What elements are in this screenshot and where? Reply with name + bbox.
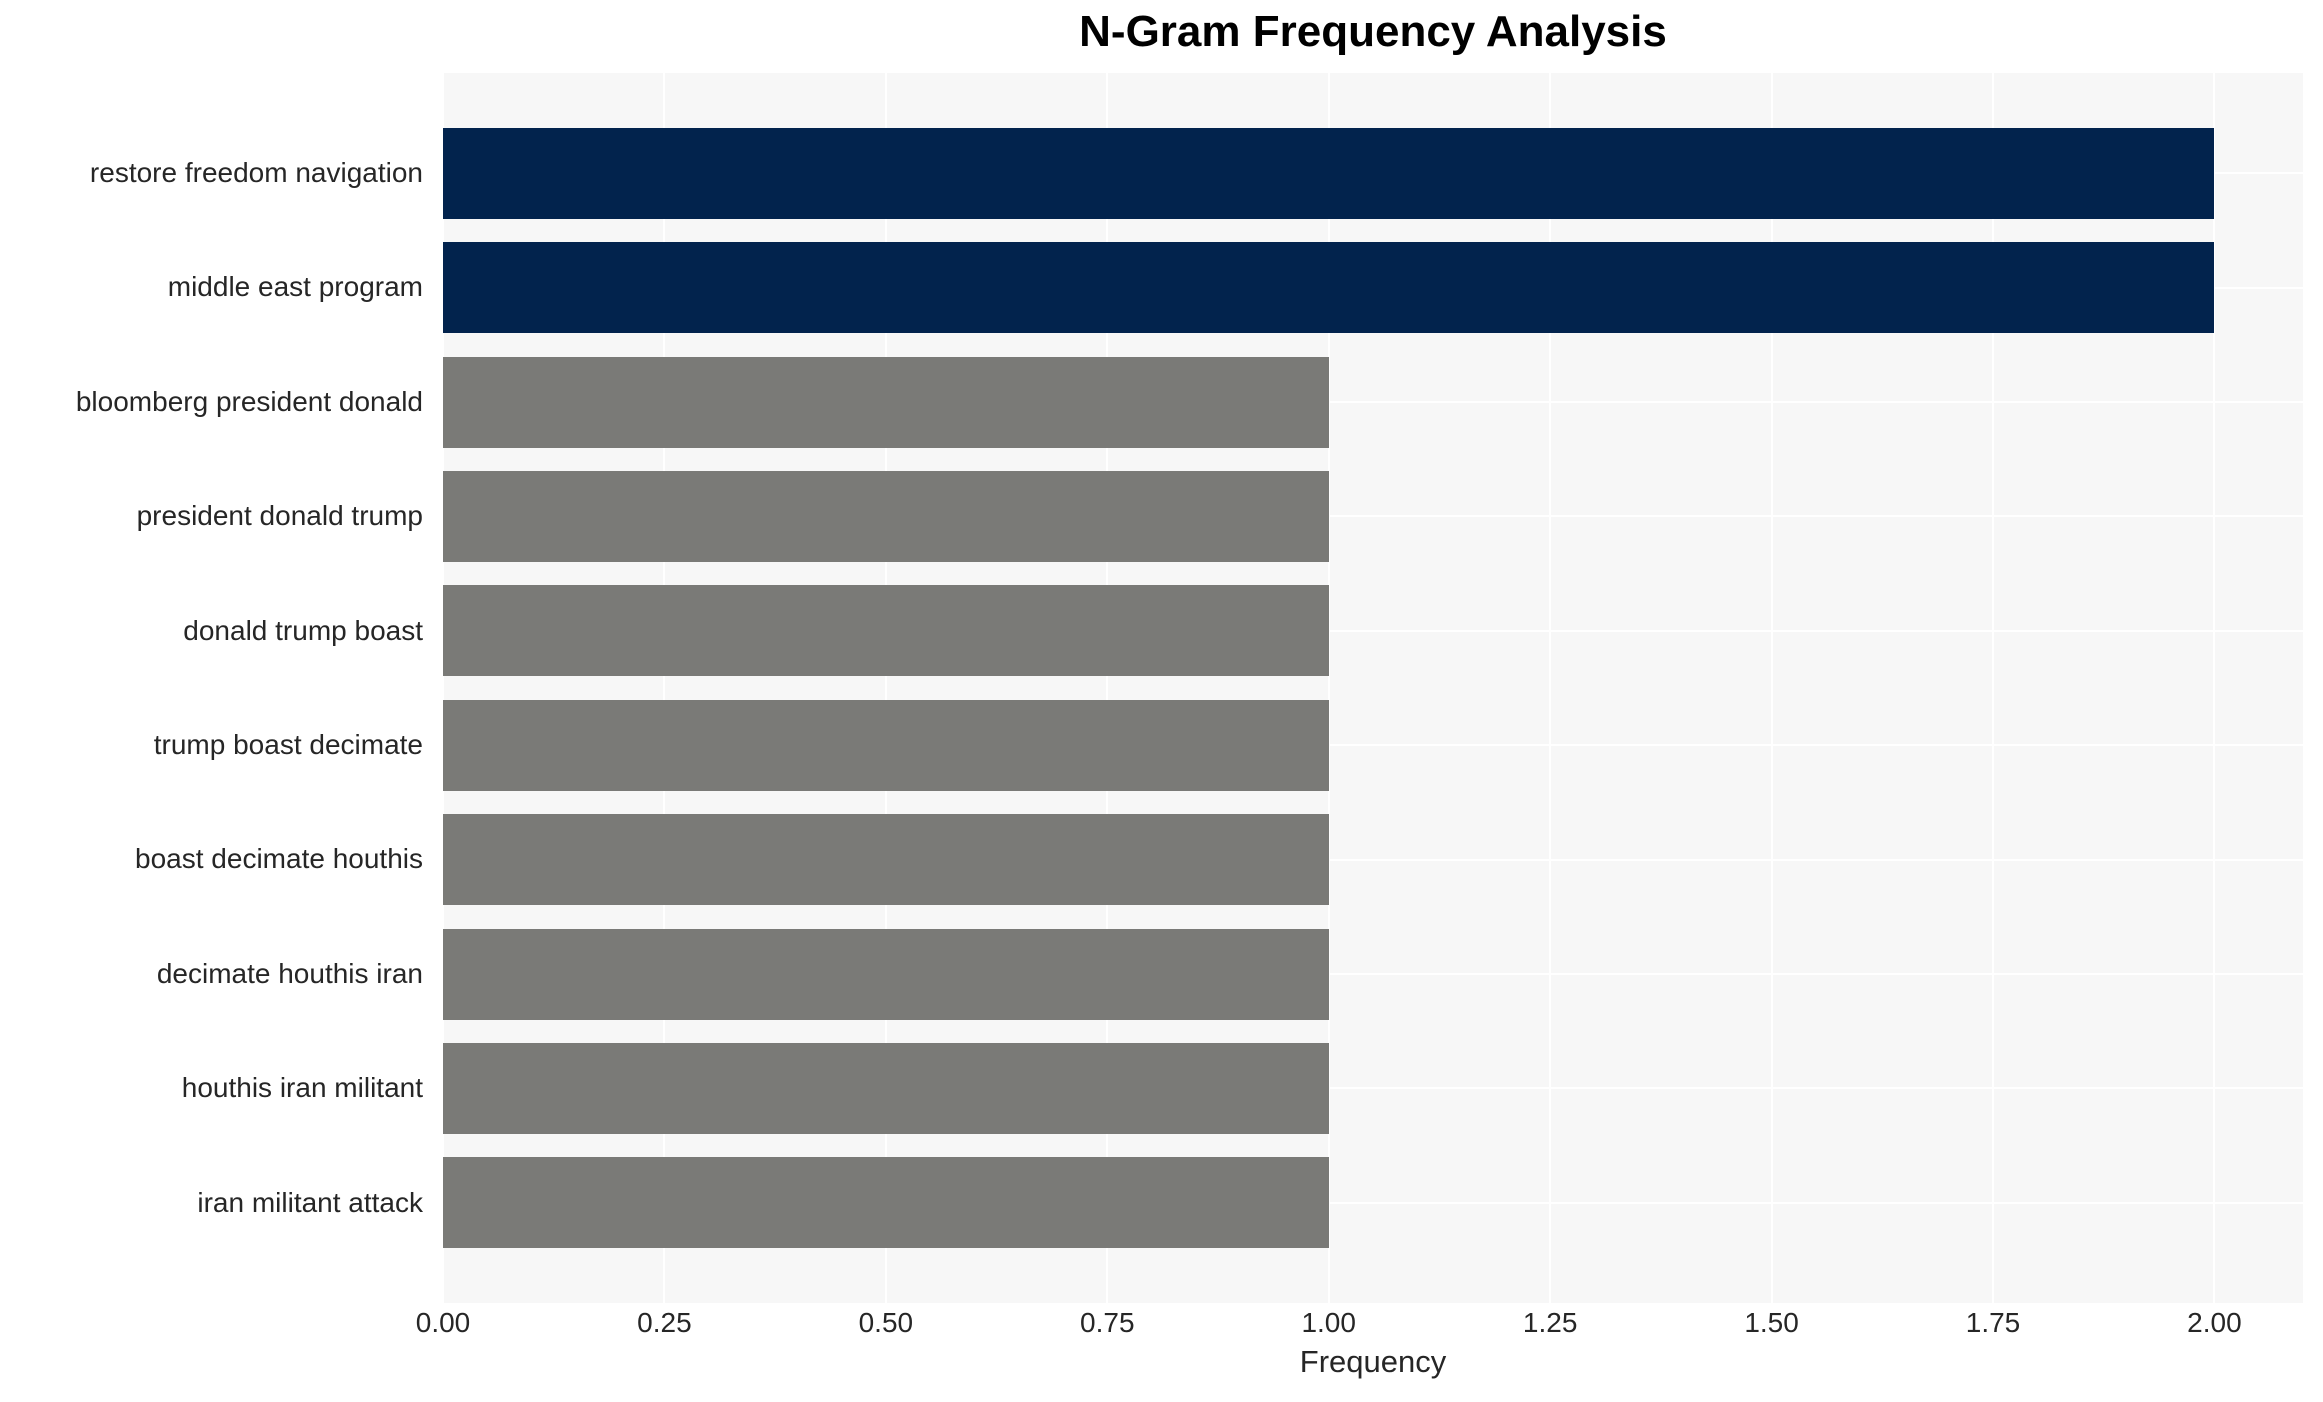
x-tick-label: 1.75	[1965, 1307, 2021, 1338]
y-gridline	[443, 744, 2303, 747]
plot-area	[442, 73, 2303, 1303]
y-tick-label: trump boast decimate	[153, 729, 423, 760]
x-tick-label: 0.00	[415, 1307, 471, 1338]
y-gridline	[443, 515, 2303, 518]
bar	[443, 127, 2215, 219]
y-gridline	[443, 629, 2303, 632]
y-tick-label: restore freedom navigation	[89, 157, 423, 188]
x-tick-label: 1.25	[1522, 1307, 1578, 1338]
x-gridline	[663, 73, 666, 1303]
y-gridline	[443, 973, 2303, 975]
bar	[443, 470, 1329, 562]
x-gridline	[884, 73, 887, 1303]
y-tick-label: boast decimate houthis	[135, 843, 423, 875]
y-tick-label: president donald trump	[136, 500, 423, 532]
x-tick-label: 1.50	[1744, 1307, 1799, 1338]
y-gridline	[443, 1087, 2303, 1090]
x-gridline	[1549, 73, 1552, 1303]
y-axis: restore freedom navigation middle east pr…	[0, 73, 433, 1303]
x-tick-label: 1.00	[1301, 1307, 1356, 1338]
bar	[443, 585, 1329, 677]
y-gridline	[443, 401, 2303, 403]
x-gridline	[1992, 73, 1994, 1303]
bar	[443, 242, 2215, 334]
x-tick-label: 2.00	[2187, 1307, 2242, 1338]
x-axis-label: Frequency	[1299, 1344, 1447, 1379]
bar	[443, 1157, 1329, 1249]
x-tick-label: 0.75	[1080, 1307, 1135, 1338]
y-tick-label: decimate houthis iran	[156, 957, 423, 989]
x-gridline	[1106, 73, 1109, 1303]
bar	[443, 928, 1329, 1020]
y-gridline	[443, 858, 2303, 861]
bar	[443, 814, 1329, 906]
x-gridline	[442, 73, 444, 1303]
x-axis: 0.00 0.25 0.50 0.75 1.00 1.25 1.50 1.75 2.00	[416, 1307, 2303, 1343]
x-gridline	[1327, 73, 1330, 1303]
chart-title: N-Gram Frequency Analysis	[1079, 7, 1667, 56]
x-tick-label: 0.50	[858, 1307, 914, 1338]
y-tick-label: bloomberg president donald	[75, 385, 423, 417]
x-tick-label: 0.25	[637, 1307, 692, 1338]
y-tick-label: iran militant attack	[197, 1186, 423, 1218]
y-tick-label: middle east program	[167, 271, 423, 303]
x-gridline	[2213, 73, 2216, 1303]
y-tick-label: donald trump boast	[183, 614, 423, 646]
bar	[443, 356, 1329, 448]
y-tick-label: houthis iran militant	[181, 1072, 423, 1104]
y-gridline	[443, 1201, 2303, 1204]
bar	[443, 1042, 1329, 1134]
bar	[443, 699, 1329, 791]
x-gridline	[1770, 73, 1773, 1303]
